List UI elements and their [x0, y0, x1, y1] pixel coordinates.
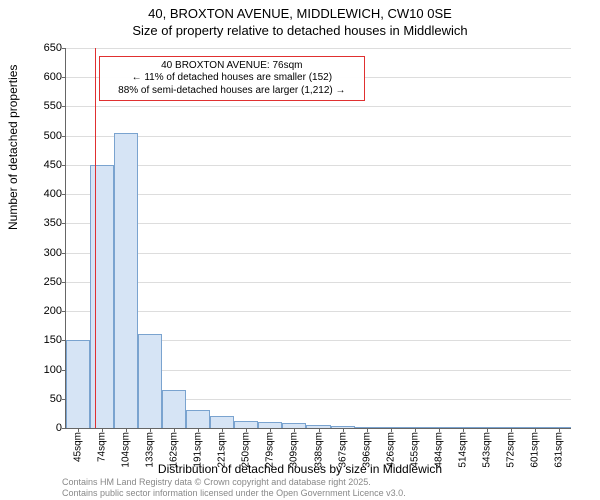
gridline [66, 136, 571, 137]
histogram-bar [66, 340, 90, 428]
y-tick-mark [62, 428, 66, 429]
histogram-bar [258, 422, 282, 428]
histogram-bar [210, 416, 234, 428]
property-marker-line [95, 48, 96, 428]
x-tick-mark [126, 428, 127, 432]
histogram-bar [331, 426, 355, 428]
x-tick-mark [319, 428, 320, 432]
histogram-bar [234, 421, 258, 428]
x-tick-mark [487, 428, 488, 432]
histogram-bar [427, 427, 451, 428]
annotation-box: 40 BROXTON AVENUE: 76sqm ← 11% of detach… [99, 56, 365, 102]
histogram-bar [162, 390, 186, 428]
x-tick-mark [439, 428, 440, 432]
chart-title: 40, BROXTON AVENUE, MIDDLEWICH, CW10 0SE… [0, 0, 600, 40]
gridline [66, 311, 571, 312]
histogram-bar [90, 165, 114, 428]
x-tick-label: 74sqm [97, 432, 108, 462]
y-axis-label: Number of detached properties [6, 65, 20, 230]
histogram-bar [306, 425, 330, 428]
histogram-bar [475, 427, 499, 428]
histogram-bar [186, 410, 210, 428]
y-tick-mark [62, 106, 66, 107]
footer-line2: Contains public sector information licen… [62, 488, 406, 498]
y-tick-mark [62, 223, 66, 224]
gridline [66, 253, 571, 254]
footer-text: Contains HM Land Registry data © Crown c… [62, 477, 406, 498]
y-tick-mark [62, 253, 66, 254]
y-tick-mark [62, 165, 66, 166]
y-tick-mark [62, 311, 66, 312]
histogram-bar [114, 133, 138, 428]
x-tick-mark [150, 428, 151, 432]
gridline [66, 165, 571, 166]
histogram-bar [355, 427, 379, 428]
gridline [66, 106, 571, 107]
y-tick-mark [62, 282, 66, 283]
x-tick-mark [343, 428, 344, 432]
y-tick-mark [62, 48, 66, 49]
chart-container: 40, BROXTON AVENUE, MIDDLEWICH, CW10 0SE… [0, 0, 600, 500]
x-tick-mark [78, 428, 79, 432]
histogram-bar [403, 427, 427, 428]
histogram-bar [547, 427, 571, 428]
gridline [66, 223, 571, 224]
histogram-bar [282, 423, 306, 428]
x-tick-label: 45sqm [73, 432, 84, 462]
histogram-bar [379, 427, 403, 428]
annotation-line3: 88% of semi-detached houses are larger (… [118, 85, 345, 96]
x-tick-mark [294, 428, 295, 432]
x-tick-mark [102, 428, 103, 432]
footer-line1: Contains HM Land Registry data © Crown c… [62, 477, 371, 487]
annotation-line2: ← 11% of detached houses are smaller (15… [132, 72, 332, 83]
annotation-line1: 40 BROXTON AVENUE: 76sqm [161, 60, 302, 71]
x-tick-mark [174, 428, 175, 432]
gridline [66, 48, 571, 49]
gridline [66, 194, 571, 195]
y-tick-mark [62, 136, 66, 137]
histogram-bar [499, 427, 523, 428]
x-axis-label: Distribution of detached houses by size … [0, 462, 600, 476]
x-tick-mark [559, 428, 560, 432]
x-tick-mark [270, 428, 271, 432]
y-tick-mark [62, 77, 66, 78]
x-tick-mark [415, 428, 416, 432]
x-tick-mark [391, 428, 392, 432]
title-line2: Size of property relative to detached ho… [132, 23, 467, 38]
histogram-bar [138, 334, 162, 428]
histogram-bar [451, 427, 475, 428]
y-tick-mark [62, 194, 66, 195]
x-tick-mark [535, 428, 536, 432]
x-tick-mark [198, 428, 199, 432]
gridline [66, 282, 571, 283]
x-tick-mark [222, 428, 223, 432]
histogram-bar [523, 427, 547, 428]
x-tick-mark [463, 428, 464, 432]
x-tick-mark [367, 428, 368, 432]
title-line1: 40, BROXTON AVENUE, MIDDLEWICH, CW10 0SE [148, 6, 452, 21]
x-tick-mark [511, 428, 512, 432]
x-tick-mark [246, 428, 247, 432]
plot-area: 40 BROXTON AVENUE: 76sqm ← 11% of detach… [65, 48, 571, 429]
